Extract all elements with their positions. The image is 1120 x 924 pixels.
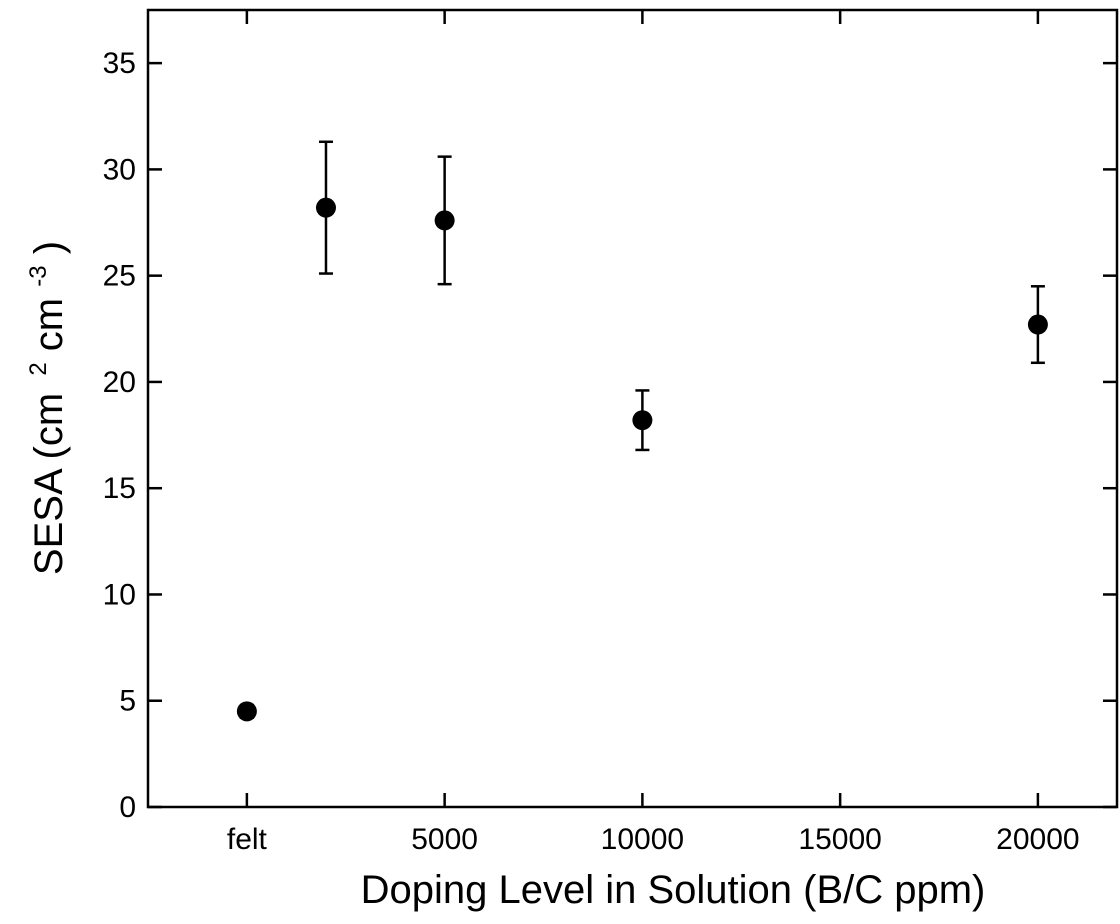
x-axis-title: Doping Level in Solution (B/C ppm) bbox=[361, 868, 986, 912]
y-tick-label: 0 bbox=[119, 791, 136, 824]
x-tick-label: 10000 bbox=[601, 823, 684, 856]
y-axis-title: SESA (cm 2 cm -3 ) bbox=[11, 241, 71, 575]
x-tick-label: 20000 bbox=[996, 823, 1079, 856]
x-tick-label: 5000 bbox=[411, 823, 478, 856]
y-tick-label: 10 bbox=[103, 578, 136, 611]
y-tick-label: 30 bbox=[103, 153, 136, 186]
y-tick-label: 5 bbox=[119, 685, 136, 718]
y-axis-title-suffix: ) bbox=[27, 241, 71, 254]
y-axis-title-prefix: SESA (cm bbox=[27, 393, 71, 575]
plot-frame bbox=[146, 8, 1119, 809]
data-point bbox=[632, 410, 653, 431]
y-tick-label: 25 bbox=[103, 260, 136, 293]
y-axis-title-superscript-2: -3 bbox=[25, 265, 52, 286]
x-tick-label: 15000 bbox=[798, 823, 881, 856]
data-point bbox=[315, 197, 336, 218]
data-point bbox=[236, 701, 257, 722]
data-point bbox=[434, 210, 455, 231]
data-point bbox=[1027, 314, 1048, 335]
y-tick-label: 15 bbox=[103, 472, 136, 505]
data-series bbox=[236, 140, 1048, 722]
y-tick-label: 35 bbox=[103, 47, 136, 80]
y-axis-title-middle: cm bbox=[27, 298, 71, 351]
x-axis-ticks: felt 5000 10000 15000 20000 bbox=[227, 10, 1080, 856]
x-tick-label: felt bbox=[227, 823, 268, 856]
y-axis-title-superscript-1: 2 bbox=[25, 362, 52, 375]
y-axis-ticks: 0 5 10 15 20 25 30 35 bbox=[103, 47, 1117, 824]
y-tick-label: 20 bbox=[103, 366, 136, 399]
